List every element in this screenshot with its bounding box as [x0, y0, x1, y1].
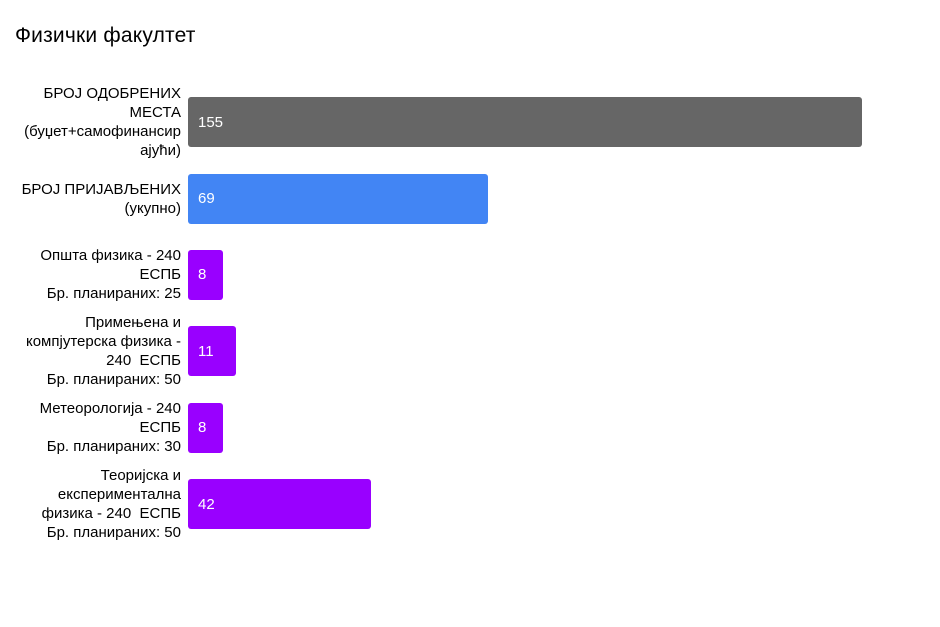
chart-row: Теоријска и експериментална физика - 240… [15, 466, 935, 542]
bar-value: 8 [198, 266, 207, 284]
bar-chart: БРОЈ ОДОБРЕНИХ МЕСТА (буџет+самофинансир… [15, 84, 935, 542]
chart-row: Примењена и компјутерска физика - 240 ЕС… [15, 313, 935, 389]
bar[interactable]: 42 [188, 479, 371, 530]
chart-row: Метеорологија - 240 ЕСПБ Бр. планираних:… [15, 390, 935, 466]
chart-row: БРОЈ ПРИЈАВЉЕНИХ (укупно) 69 [15, 160, 935, 236]
bar-label: Теоријска и експериментална физика - 240… [41, 467, 181, 542]
chart-row: Општа физика - 240 ЕСПБ Бр. планираних: … [15, 237, 935, 313]
bar[interactable]: 8 [188, 402, 223, 453]
bar[interactable]: 11 [188, 326, 236, 377]
bar-label: Метеорологија - 240 ЕСПБ Бр. планираних:… [39, 400, 181, 456]
bar[interactable]: 155 [188, 97, 862, 148]
bar-value: 8 [198, 419, 207, 437]
chart-row: БРОЈ ОДОБРЕНИХ МЕСТА (буџет+самофинансир… [15, 84, 935, 160]
bar-label: Примењена и компјутерска физика - 240 ЕС… [25, 314, 181, 389]
bar-label: Општа физика - 240 ЕСПБ Бр. планираних: … [40, 247, 181, 303]
bar-value: 42 [198, 495, 215, 513]
bar-label: БРОЈ ПРИЈАВЉЕНИХ (укупно) [21, 180, 181, 217]
bar-label: БРОЈ ОДОБРЕНИХ МЕСТА (буџет+самофинансир… [24, 85, 181, 160]
bar[interactable]: 8 [188, 249, 223, 300]
bar-value: 11 [198, 342, 214, 360]
chart-title: Физички факултет [15, 24, 196, 47]
bar-value: 155 [198, 113, 224, 131]
bar-value: 69 [198, 190, 215, 208]
bar[interactable]: 69 [188, 173, 488, 224]
